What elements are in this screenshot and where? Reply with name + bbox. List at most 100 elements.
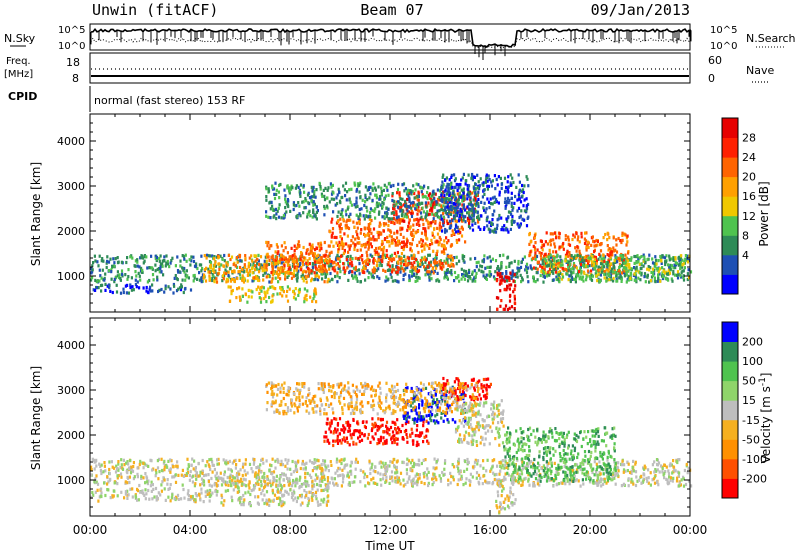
power-cell — [534, 257, 537, 261]
power-cell — [279, 292, 282, 296]
power-cell — [158, 288, 161, 292]
velocity-cell — [463, 469, 466, 473]
power-cell — [558, 280, 561, 284]
power-cell — [451, 256, 454, 261]
power-cell — [391, 192, 394, 196]
power-cell — [491, 179, 494, 183]
power-cell — [346, 266, 349, 270]
power-cell — [257, 270, 261, 274]
power-cell — [486, 197, 489, 201]
power-cell — [390, 235, 393, 239]
power-cell — [473, 175, 476, 179]
power-cell — [401, 219, 404, 223]
power-cell — [348, 270, 351, 275]
power-cell — [659, 267, 662, 271]
power-cell — [204, 279, 208, 283]
power-cell — [511, 269, 514, 273]
power-cell — [588, 274, 591, 279]
power-cell — [271, 273, 274, 277]
power-cell — [505, 271, 508, 276]
power-cell — [519, 273, 522, 277]
power-cell — [506, 228, 509, 232]
power-cell — [442, 221, 445, 225]
power-cell — [537, 260, 540, 264]
power-cell — [261, 269, 264, 273]
power-cell — [294, 287, 297, 291]
power-cell — [472, 210, 475, 214]
velocity-cell — [354, 460, 357, 464]
power-cell — [450, 204, 453, 208]
power-cell — [467, 191, 470, 195]
power-cell — [462, 172, 465, 176]
power-cell — [493, 195, 496, 199]
power-cell — [355, 201, 358, 205]
power-cell — [213, 280, 216, 284]
power-cell — [407, 221, 411, 225]
velocity-cell — [347, 483, 350, 487]
power-cell — [527, 215, 530, 219]
power-cell — [242, 277, 245, 281]
power-cell — [438, 226, 441, 230]
power-cell — [218, 267, 221, 271]
power-cell — [107, 283, 111, 287]
power-cell — [244, 257, 247, 261]
power-cell — [198, 278, 201, 282]
power-cell — [285, 259, 288, 263]
power-cell — [189, 288, 193, 292]
power-cell — [534, 280, 537, 284]
power-cell — [182, 254, 186, 259]
power-cell — [338, 266, 341, 270]
power-cell — [406, 228, 409, 232]
power-cell — [499, 279, 502, 283]
power-cell — [554, 270, 558, 274]
power-cell — [271, 294, 274, 298]
power-cell — [136, 280, 139, 284]
power-cell — [655, 267, 658, 271]
power-cell — [459, 182, 462, 187]
power-cell — [301, 276, 304, 280]
power-cell — [303, 258, 306, 262]
power-cell — [567, 254, 570, 258]
power-cell — [558, 270, 562, 274]
power-cell — [494, 230, 498, 234]
power-cell — [506, 219, 509, 223]
power-cell — [174, 264, 177, 268]
power-cell — [683, 266, 686, 270]
power-cell — [462, 194, 465, 198]
power-cell — [315, 210, 318, 214]
velocity-cell — [465, 467, 469, 471]
power-cell — [134, 270, 137, 274]
power-cell — [496, 218, 499, 222]
power-cell — [179, 264, 182, 268]
power-cell — [429, 208, 432, 212]
power-cell — [381, 239, 384, 244]
power-cell — [579, 267, 582, 271]
velocity-cell — [565, 457, 568, 461]
power-cell — [578, 277, 581, 281]
velocity-cell — [405, 472, 409, 476]
power-cell — [558, 236, 561, 240]
power-cell — [444, 247, 447, 251]
velocity-cell — [90, 473, 93, 477]
power-cell — [217, 255, 221, 259]
power-cell — [522, 190, 525, 195]
velocity-cell — [217, 478, 220, 483]
power-cell — [207, 270, 210, 274]
power-cell — [247, 261, 250, 265]
power-cell — [393, 213, 396, 217]
power-cell — [457, 229, 460, 233]
velocity-cell — [564, 461, 567, 465]
power-cell — [327, 277, 330, 281]
power-cell — [259, 255, 263, 259]
velocity-cell — [313, 458, 316, 462]
velocity-cell — [287, 483, 290, 487]
power-cell — [581, 263, 584, 267]
power-cell — [651, 257, 654, 261]
power-cell — [254, 274, 258, 279]
power-cell — [364, 200, 367, 204]
power-cell — [438, 216, 441, 220]
power-cell — [357, 215, 360, 219]
velocity-cell — [602, 478, 605, 482]
power-cell — [564, 234, 567, 238]
